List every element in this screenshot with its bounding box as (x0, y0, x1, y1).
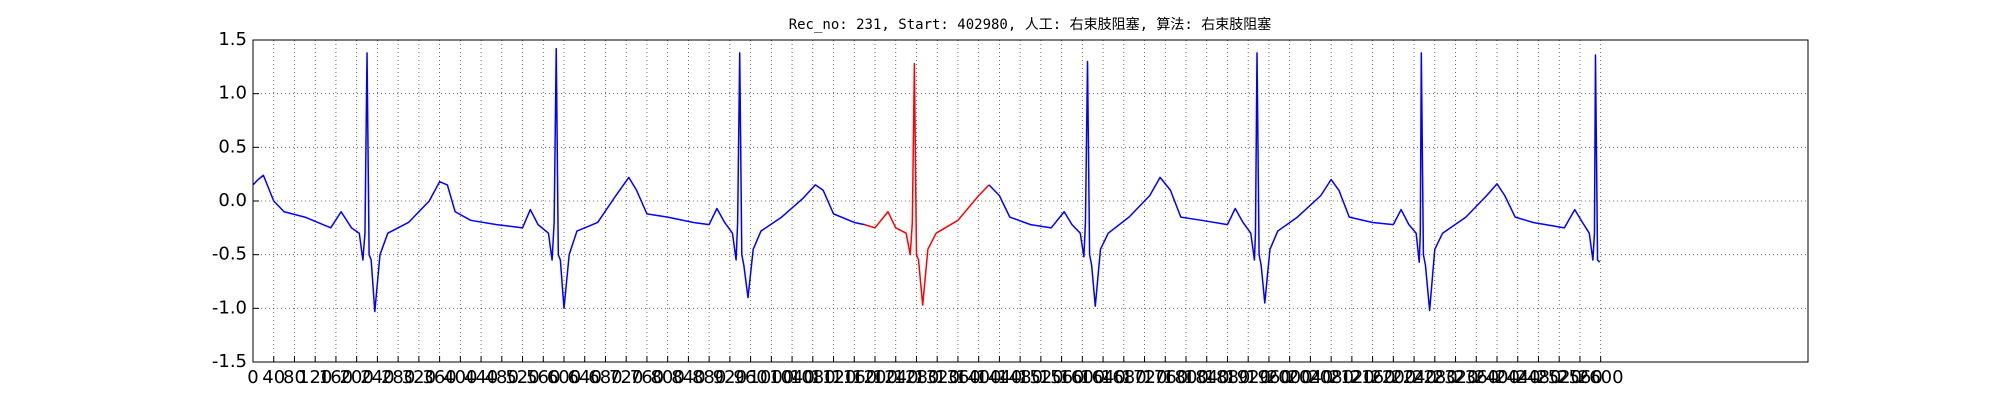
x-tick-label: 2240 (1391, 367, 1437, 388)
x-tick-label: 200 (339, 367, 373, 388)
x-tick-label: 2040 (1287, 367, 1333, 388)
x-tick-label: 280 (381, 367, 415, 388)
x-tick-label: 2320 (1433, 367, 1479, 388)
x-tick-label: 2080 (1308, 367, 1354, 388)
x-tick-label: 760 (630, 367, 664, 388)
x-tick-label: 440 (464, 367, 498, 388)
x-tick-label: 800 (650, 367, 684, 388)
ecg-line (864, 62, 990, 306)
x-tick-label: 2280 (1412, 367, 1458, 388)
x-tick-label: 520 (505, 367, 539, 388)
x-tick-label: 1920 (1225, 367, 1271, 388)
x-tick-label: 1800 (1163, 367, 1209, 388)
x-tick-label: 1320 (914, 367, 960, 388)
x-tick-label: 640 (568, 367, 602, 388)
x-tick-label: 40 (262, 367, 285, 388)
x-tick-label: 1600 (1059, 367, 1105, 388)
x-tick-label: 320 (402, 367, 436, 388)
x-tick-label: 2200 (1370, 367, 1416, 388)
x-tick-label: 480 (485, 367, 519, 388)
y-tick-label: 0.0 (218, 190, 247, 211)
x-tick-label: 160 (319, 367, 353, 388)
x-tick-label: 1640 (1080, 367, 1126, 388)
x-tick-label: 1160 (831, 367, 877, 388)
x-tick-label: 1560 (1039, 367, 1085, 388)
x-tick-label: 2000 (1267, 367, 1313, 388)
x-tick-label: 2600 (1578, 367, 1624, 388)
x-tick-label: 560 (526, 367, 560, 388)
x-tick-label: 720 (609, 367, 643, 388)
x-tick-label: 1960 (1246, 367, 1292, 388)
x-tick-label: 240 (360, 367, 394, 388)
y-tick-label: 1.5 (218, 29, 247, 50)
y-tick-label: -1.5 (212, 351, 247, 372)
x-tick-label: 400 (443, 367, 477, 388)
x-tick-label: 1440 (976, 367, 1022, 388)
x-tick-label: 2160 (1350, 367, 1396, 388)
x-tick-label: 2440 (1495, 367, 1541, 388)
x-tick-label: 1000 (748, 367, 794, 388)
x-tick-label: 1840 (1184, 367, 1230, 388)
x-tick-label: 1680 (1101, 367, 1147, 388)
x-tick-label: 2480 (1516, 367, 1562, 388)
ecg-line (252, 47, 1601, 313)
x-tick-label: 1120 (811, 367, 857, 388)
x-tick-label: 1360 (935, 367, 981, 388)
x-tick-label: 2520 (1536, 367, 1582, 388)
x-tick-label: 360 (422, 367, 456, 388)
x-tick-label: 80 (283, 367, 306, 388)
x-tick-label: 1720 (1122, 367, 1168, 388)
y-tick-label: 1.0 (218, 83, 247, 104)
x-tick-label: 2560 (1557, 367, 1603, 388)
x-tick-label: 1480 (997, 367, 1043, 388)
x-tick-label: 1880 (1205, 367, 1251, 388)
x-tick-label: 1240 (873, 367, 919, 388)
x-tick-label: 920 (713, 367, 747, 388)
y-tick-label: -1.0 (212, 297, 247, 318)
x-tick-label: 840 (671, 367, 705, 388)
chart-title: Rec_no: 231, Start: 402980, 人工: 右束肢阻塞, 算… (789, 16, 1272, 33)
x-tick-label: 600 (547, 367, 581, 388)
x-tick-label: 1400 (956, 367, 1002, 388)
y-tick-label: 0.5 (218, 136, 247, 157)
x-tick-label: 0 (247, 367, 258, 388)
x-tick-label: 1760 (1142, 367, 1188, 388)
x-tick-label: 680 (588, 367, 622, 388)
plot-frame (252, 39, 1809, 363)
x-tick-label: 120 (298, 367, 332, 388)
x-tick-label: 2360 (1453, 367, 1499, 388)
x-tick-label: 1080 (790, 367, 836, 388)
x-tick-label: 880 (692, 367, 726, 388)
y-tick-label: -0.5 (212, 244, 247, 265)
x-tick-label: 1200 (852, 367, 898, 388)
x-tick-label: 1280 (894, 367, 940, 388)
x-tick-label: 960 (733, 367, 767, 388)
x-tick-label: 1520 (1018, 367, 1064, 388)
x-tick-label: 1040 (769, 367, 815, 388)
x-tick-label: 2400 (1474, 367, 1520, 388)
x-tick-label: 2120 (1329, 367, 1375, 388)
